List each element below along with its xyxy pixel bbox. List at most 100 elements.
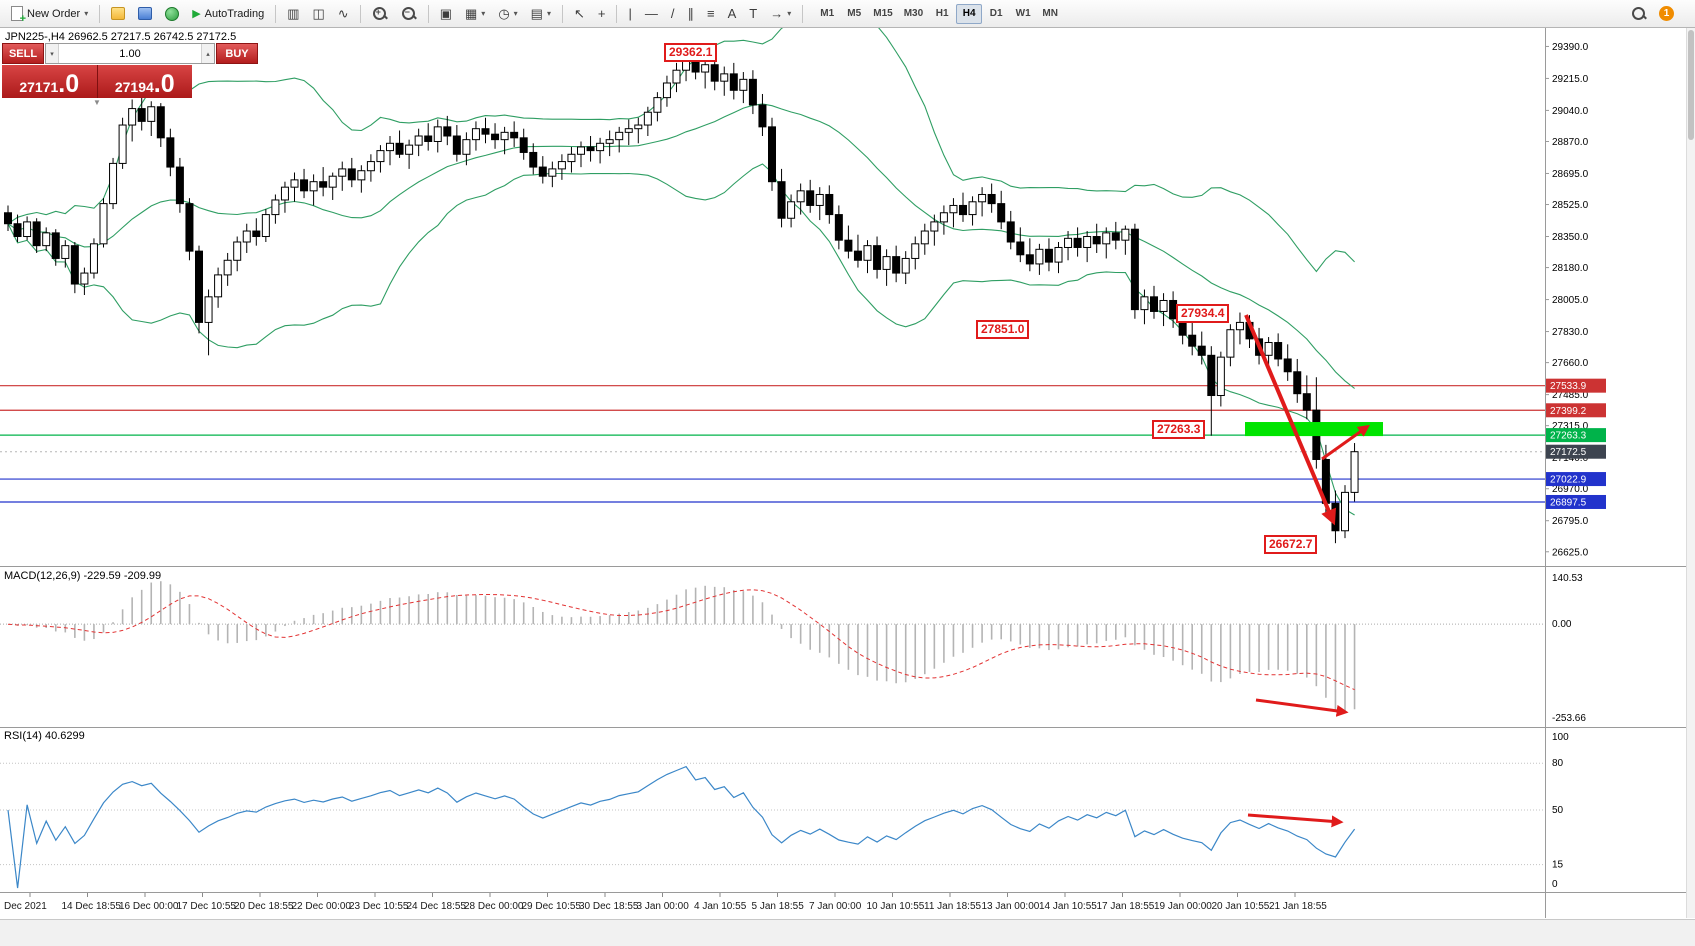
macd-axis: 140.53 0.00 -253.66 <box>1552 573 1586 724</box>
bollinger-band <box>7 28 1355 273</box>
toolbar-separator <box>359 4 361 23</box>
channel-button[interactable]: ∥ <box>682 3 701 25</box>
svg-text:14 Dec 18:55: 14 Dec 18:55 <box>62 901 122 912</box>
svg-text:16 Dec 00:00: 16 Dec 00:00 <box>119 901 179 912</box>
vertical-scrollbar[interactable] <box>1686 28 1695 918</box>
price-annotation[interactable]: 27934.4 <box>1176 304 1230 323</box>
buy-price-pips: .0 <box>153 70 175 98</box>
zoom-out-button[interactable]: − <box>395 3 423 25</box>
zoom-out-icon: − <box>401 6 417 22</box>
chart-symbol-info: JPN225-,H4 26962.5 27217.5 26742.5 27172… <box>5 31 237 43</box>
cursor-button[interactable]: ↖ <box>568 3 591 25</box>
timeframe-d1[interactable]: D1 <box>989 8 1003 19</box>
crosshair-button[interactable]: + <box>592 3 612 25</box>
timeframe-m5[interactable]: M5 <box>847 8 862 19</box>
svg-text:3 Jan 00:00: 3 Jan 00:00 <box>637 901 690 912</box>
new-chart-button[interactable]: ▦ ▾ <box>459 3 491 25</box>
chevron-down-icon: ▾ <box>546 9 551 18</box>
rsi-indicator-label: RSI(14) 40.6299 <box>4 730 85 742</box>
rsi-line <box>7 765 1356 889</box>
svg-text:-253.66: -253.66 <box>1552 713 1586 724</box>
arrow-tool-icon: → <box>770 5 784 21</box>
template-button[interactable]: ▤ ▾ <box>525 3 557 25</box>
tile-windows-button[interactable]: ▣ <box>434 3 458 25</box>
price-annotation[interactable]: 27851.0 <box>976 320 1030 339</box>
trendline-button[interactable]: / <box>665 3 681 25</box>
metaeditor-button[interactable] <box>105 3 131 25</box>
volume-input[interactable] <box>59 44 201 63</box>
panel-frame <box>0 28 1686 918</box>
vertical-line-icon: | <box>628 5 632 21</box>
community-icon <box>165 6 180 21</box>
metaeditor-icon <box>111 7 126 20</box>
notification-badge[interactable]: 1 <box>1659 6 1674 21</box>
bollinger-band <box>7 163 1355 516</box>
autotrading-play-icon: ▶ <box>192 8 201 20</box>
svg-text:23 Dec 10:55: 23 Dec 10:55 <box>349 901 409 912</box>
sell-button[interactable]: SELL <box>2 43 44 64</box>
buy-price-main: 27194 <box>114 79 154 95</box>
market-watch-icon <box>138 7 153 20</box>
line-chart-icon: ∿ <box>337 5 349 21</box>
new-order-button[interactable]: + New Order ▾ <box>5 3 94 25</box>
volume-increase-button[interactable]: ▴ <box>201 44 214 63</box>
candlestick-chart-button[interactable]: ◫ <box>307 3 331 25</box>
rsi-panel <box>0 762 1545 889</box>
fibonacci-icon: ≡ <box>707 5 715 21</box>
price-axis: 29390.0 29215.0 29040.0 28870.0 28695.0 28525… <box>1545 42 1606 558</box>
svg-text:Dec 2021: Dec 2021 <box>4 901 47 912</box>
text-button[interactable]: A <box>722 3 743 25</box>
period-button[interactable]: ◷ ▾ <box>492 3 523 25</box>
fibonacci-button[interactable]: ≡ <box>701 3 721 25</box>
svg-text:10 Jan 10:55: 10 Jan 10:55 <box>867 901 925 912</box>
timeframe-h4[interactable]: H4 <box>956 3 983 24</box>
search-icon[interactable] <box>1631 6 1647 22</box>
sell-price-display[interactable]: 27171.0 <box>2 65 98 98</box>
svg-text:100: 100 <box>1552 732 1569 743</box>
svg-text:29390.0: 29390.0 <box>1552 42 1589 53</box>
zoom-in-button[interactable]: + <box>366 3 394 25</box>
buy-button[interactable]: BUY <box>216 43 258 64</box>
svg-text:28695.0: 28695.0 <box>1552 169 1589 180</box>
price-annotation[interactable]: 27263.3 <box>1152 420 1206 439</box>
toolbar-separator <box>561 4 563 23</box>
svg-text:15: 15 <box>1552 860 1564 871</box>
autotrading-label: AutoTrading <box>204 7 265 20</box>
text-label-button[interactable]: T <box>743 3 763 25</box>
buy-price-display[interactable]: 27194.0 <box>97 65 192 98</box>
timeframe-h1[interactable]: H1 <box>935 8 949 19</box>
scrollbar-thumb[interactable] <box>1688 30 1694 140</box>
collapse-panel-icon[interactable]: ▼ <box>93 98 101 107</box>
svg-text:27485.0: 27485.0 <box>1552 390 1589 401</box>
price-tag: 27263.3 <box>1546 428 1606 443</box>
volume-control: ▾ ▴ <box>45 43 215 64</box>
bar-chart-button[interactable]: ▥ <box>281 3 305 25</box>
tile-windows-icon: ▣ <box>439 5 452 21</box>
market-watch-button[interactable] <box>132 3 158 25</box>
price-annotation[interactable]: 26672.7 <box>1264 535 1318 554</box>
timeframe-w1[interactable]: W1 <box>1015 8 1031 19</box>
toolbar-separator <box>99 4 101 23</box>
text-icon: A <box>727 5 737 21</box>
timeframe-m15[interactable]: M15 <box>873 8 893 19</box>
chevron-down-icon: ▾ <box>481 9 486 18</box>
line-chart-button[interactable]: ∿ <box>332 3 355 25</box>
price-annotation[interactable]: 29362.1 <box>664 43 718 62</box>
vertical-line-button[interactable]: | <box>622 3 637 25</box>
arrows-tool-button[interactable]: → ▾ <box>764 3 797 25</box>
rsi-axis: 100 80 50 15 0 <box>1552 732 1569 890</box>
sell-price-main: 27171 <box>19 79 59 95</box>
timeframe-mn[interactable]: MN <box>1042 8 1058 19</box>
svg-text:17 Jan 18:55: 17 Jan 18:55 <box>1097 901 1155 912</box>
timeframe-m1[interactable]: M1 <box>820 8 835 19</box>
volume-decrease-button[interactable]: ▾ <box>46 44 59 63</box>
timeframe-m30[interactable]: M30 <box>903 8 924 19</box>
autotrading-button[interactable]: ▶ AutoTrading <box>186 3 270 25</box>
horizontal-line-button[interactable]: — <box>639 3 664 25</box>
community-button[interactable] <box>159 3 185 25</box>
svg-text:20 Dec 18:55: 20 Dec 18:55 <box>234 901 294 912</box>
svg-text:27830.0: 27830.0 <box>1552 327 1589 338</box>
